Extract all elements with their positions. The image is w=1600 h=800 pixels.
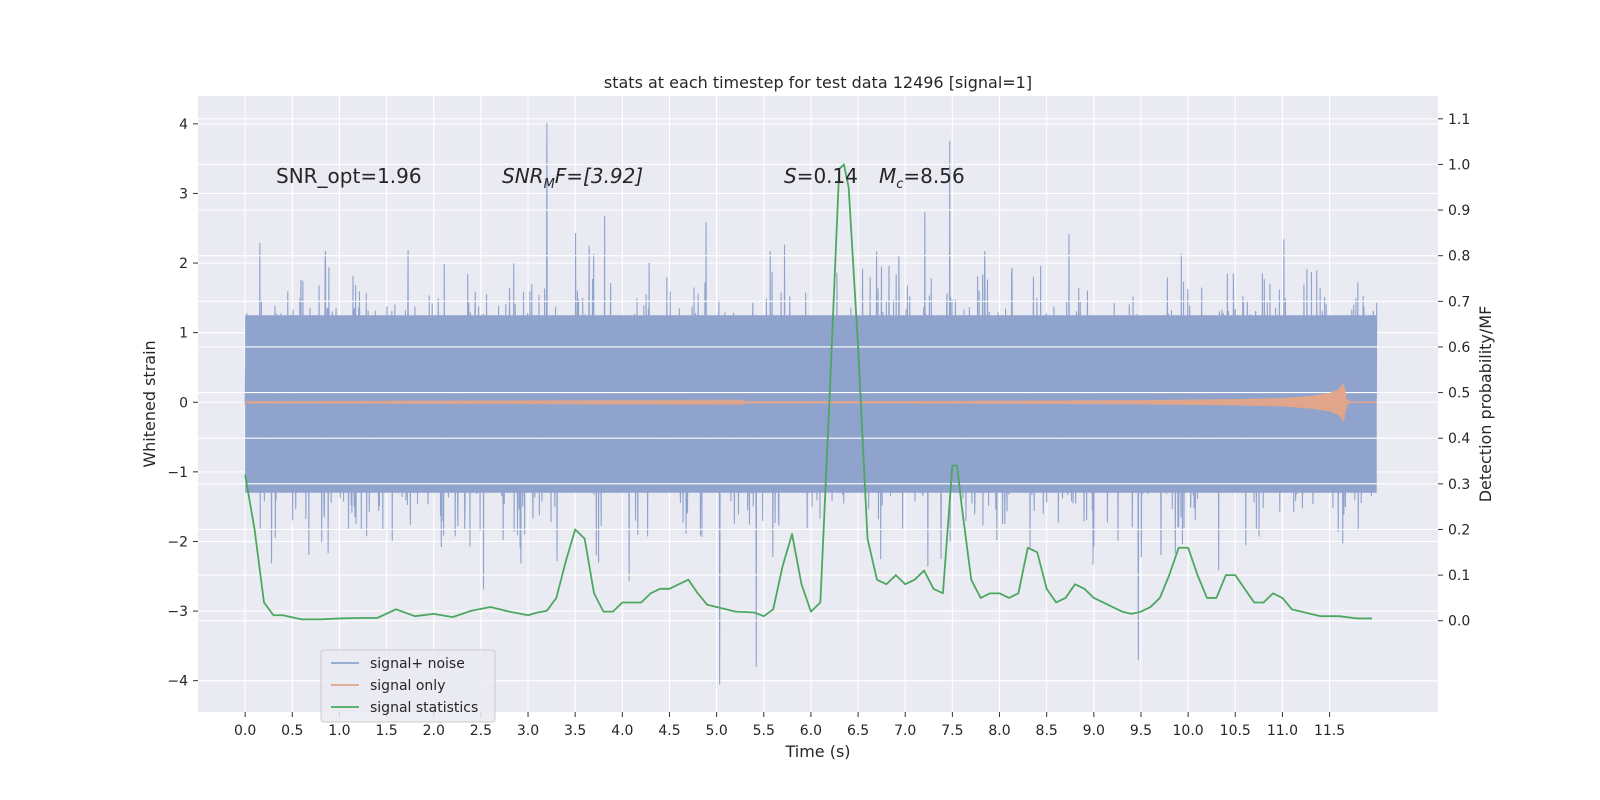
legend-label-signal-only: signal only — [370, 678, 445, 694]
annotation-s: S=0.14 — [784, 164, 858, 188]
y-tick-label-right: 0.1 — [1448, 568, 1470, 584]
x-tick-label: 1.0 — [328, 723, 350, 739]
y-tick-label-left: −1 — [167, 465, 188, 481]
annotation-snr-mf: SNRMF=[3.92] — [502, 164, 643, 192]
annotation-mc: Mc=8.56 — [879, 164, 965, 192]
x-tick-label: 0.0 — [234, 723, 256, 739]
y-tick-label-right: 0.9 — [1448, 203, 1470, 219]
x-tick-label: 4.0 — [611, 723, 633, 739]
signal-only-series — [244, 382, 1377, 422]
x-axis-label: Time (s) — [784, 742, 850, 761]
y-tick-label-right: 1.1 — [1448, 112, 1470, 128]
signal-statistics-series — [244, 163, 1372, 621]
y-tick-label-right: 1.0 — [1448, 157, 1470, 173]
annotation-snr-opt: SNR_opt=1.96 — [276, 164, 422, 188]
x-tick-label: 7.5 — [941, 723, 963, 739]
y-tick-label-right: 0.3 — [1448, 477, 1470, 493]
y-tick-label-right: 0.8 — [1448, 249, 1470, 265]
y-tick-label-left: 4 — [179, 117, 188, 133]
chart-title: stats at each timestep for test data 124… — [604, 73, 1032, 92]
legend-box — [320, 649, 496, 723]
y-axis-label-left: Whitened strain — [140, 340, 159, 467]
y-tick-label-right: 0.5 — [1448, 386, 1470, 402]
x-tick-label: 10.5 — [1220, 723, 1251, 739]
y-axis-label-right: Detection probability/MF — [1476, 306, 1495, 503]
legend-label-signal-statistics: signal statistics — [370, 700, 478, 716]
x-tick-label: 9.5 — [1130, 723, 1152, 739]
annotation-snr-mf-main: SNR — [502, 164, 544, 188]
y-tick-label-left: 3 — [179, 186, 188, 202]
x-tick-label: 8.5 — [1036, 723, 1058, 739]
y-tick-label-left: 1 — [179, 326, 188, 342]
y-tick-label-left: 0 — [179, 395, 188, 411]
x-tick-label: 7.0 — [894, 723, 916, 739]
x-tick-label: 11.5 — [1314, 723, 1345, 739]
annotation-s-main: S — [784, 164, 797, 188]
y-tick-label-left: −3 — [167, 604, 188, 620]
x-tick-label: 2.5 — [470, 723, 492, 739]
y-tick-label-left: −2 — [167, 534, 188, 550]
x-tick-label: 9.0 — [1083, 723, 1105, 739]
y-tick-label-right: 0.4 — [1448, 431, 1470, 447]
y-tick-label-left: −4 — [167, 674, 188, 690]
x-tick-label: 8.0 — [988, 723, 1010, 739]
annotation-snr-mf-rest: F=[3.92] — [555, 164, 643, 188]
x-tick-label: 4.5 — [658, 723, 680, 739]
x-tick-label: 3.5 — [564, 723, 586, 739]
annotation-snr-mf-sub: M — [544, 177, 555, 192]
y-tick-label-right: 0.7 — [1448, 294, 1470, 310]
signal-noise-line — [244, 123, 1378, 685]
legend: signal+ noise signal only signal statist… — [320, 649, 496, 723]
x-tick-label: 5.0 — [705, 723, 727, 739]
x-tick-label: 0.5 — [281, 723, 303, 739]
y-tick-label-right: 0.6 — [1448, 340, 1470, 356]
grid-overlay — [198, 118, 1438, 622]
annotation-mc-rest: =8.56 — [903, 164, 964, 188]
x-tick-label: 6.5 — [847, 723, 869, 739]
signal-statistics-line — [244, 163, 1372, 621]
annotation-mc-main: M — [879, 164, 896, 188]
x-tick-label: 10.0 — [1173, 723, 1204, 739]
x-tick-label: 6.0 — [800, 723, 822, 739]
x-tick-label: 2.0 — [423, 723, 445, 739]
legend-label-signal-noise: signal+ noise — [370, 656, 465, 672]
annotation-s-rest: =0.14 — [797, 164, 858, 188]
x-tick-label: 3.0 — [517, 723, 539, 739]
y-tick-label-right: 0.2 — [1448, 522, 1470, 538]
y-tick-label-right: 0.0 — [1448, 614, 1470, 630]
axis-ticks: 0.0 0.5 1.0 1.5 2.0 2.5 3.0 3.5 4.0 4.5 5.0 5.5 6.0 6… — [167, 112, 1470, 739]
x-tick-label: 5.5 — [753, 723, 775, 739]
x-tick-label: 11.0 — [1267, 723, 1298, 739]
annotation-mc-sub: c — [896, 177, 903, 192]
y-tick-label-left: 2 — [179, 256, 188, 272]
x-tick-label: 1.5 — [375, 723, 397, 739]
